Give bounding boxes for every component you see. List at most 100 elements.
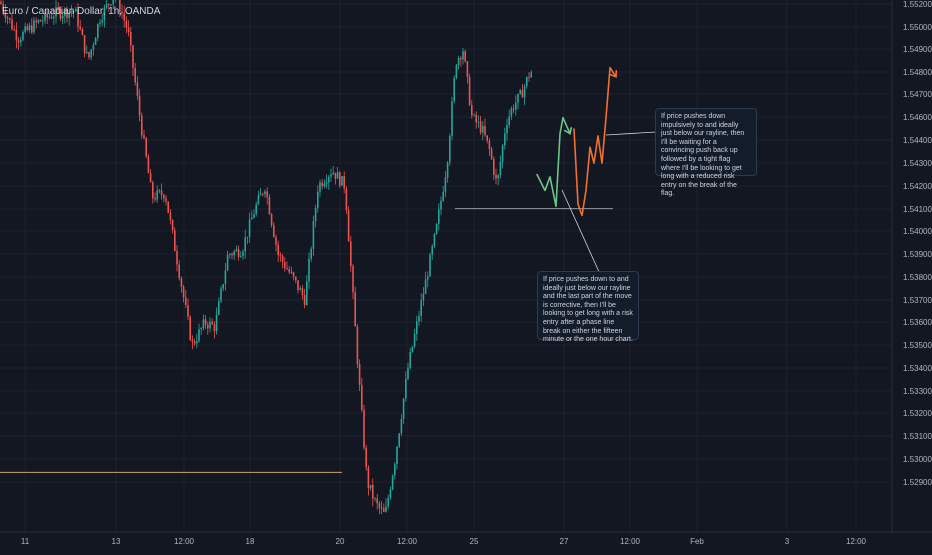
price-tick-label: 1.53700 bbox=[903, 296, 932, 305]
annotation-upper[interactable]: If price pushes down impulsively to and … bbox=[655, 108, 757, 197]
price-tick-label: 1.54200 bbox=[903, 182, 932, 191]
candle-body-up bbox=[110, 4, 112, 6]
candle-body-down bbox=[475, 114, 477, 123]
candle-body-down bbox=[284, 262, 286, 269]
note-pointer-upper bbox=[605, 131, 657, 136]
candle-body-down bbox=[160, 190, 163, 195]
candle-body-up bbox=[68, 12, 70, 18]
candle-body-up bbox=[229, 254, 231, 255]
candle-body-up bbox=[416, 321, 418, 334]
candle-body-down bbox=[303, 295, 306, 305]
candle-body-down bbox=[2, 3, 4, 12]
candle-body-up bbox=[112, 0, 114, 5]
candle-body-down bbox=[343, 176, 345, 189]
candle-body-up bbox=[94, 38, 97, 45]
candle-body-up bbox=[519, 90, 521, 94]
candle-body-up bbox=[323, 183, 326, 187]
projection-path-green bbox=[536, 116, 571, 208]
candle-body-up bbox=[198, 329, 200, 341]
candle-body-up bbox=[308, 258, 310, 282]
horizontal-levels bbox=[0, 208, 613, 473]
candle-body-down bbox=[185, 297, 187, 306]
candle-body-down bbox=[141, 115, 143, 136]
candle-body-up bbox=[517, 93, 519, 103]
candle-body-up bbox=[259, 193, 262, 196]
candle-body-down bbox=[180, 278, 183, 287]
candle-body-down bbox=[108, 3, 110, 5]
candle-body-up bbox=[411, 346, 414, 352]
candle-body-up bbox=[446, 162, 449, 178]
candle-body-up bbox=[92, 44, 95, 50]
candle-body-down bbox=[286, 268, 288, 270]
candle-body-up bbox=[244, 237, 246, 252]
candle-body-down bbox=[363, 409, 365, 448]
candle-body-down bbox=[149, 173, 152, 183]
candle-body-down bbox=[365, 447, 367, 468]
candle-body-down bbox=[127, 27, 130, 33]
price-tick-label: 1.53400 bbox=[903, 364, 932, 373]
candle-body-down bbox=[273, 225, 275, 237]
candle-body-up bbox=[299, 288, 301, 291]
candle-body-up bbox=[385, 506, 387, 512]
candle-body-down bbox=[152, 182, 154, 199]
candle-body-up bbox=[248, 219, 251, 237]
candle-body-down bbox=[176, 251, 178, 265]
candle-body-up bbox=[28, 25, 31, 31]
candle-body-up bbox=[64, 9, 66, 16]
candle-body-up bbox=[462, 51, 464, 60]
candle-body-down bbox=[466, 61, 469, 77]
candle-body-down bbox=[123, 13, 125, 21]
candle-body-down bbox=[158, 190, 161, 192]
candle-body-down bbox=[468, 76, 471, 105]
candle-body-down bbox=[275, 236, 277, 245]
candle-body-down bbox=[237, 249, 240, 257]
candle-body-up bbox=[48, 16, 51, 18]
price-axis-panel[interactable] bbox=[892, 0, 932, 532]
candle-body-down bbox=[488, 140, 491, 150]
candle-body-up bbox=[325, 182, 328, 184]
candle-body-up bbox=[314, 207, 317, 222]
price-tick-label: 1.52900 bbox=[903, 478, 932, 487]
annotation-lower[interactable]: If price pushes down to and ideally just… bbox=[537, 271, 639, 343]
candle-body-down bbox=[231, 254, 233, 256]
candle-body-down bbox=[268, 197, 271, 215]
candle-body-up bbox=[499, 161, 502, 176]
time-tick-label: 12:00 bbox=[174, 537, 195, 546]
candle-body-down bbox=[376, 498, 378, 504]
candle-body-up bbox=[501, 145, 504, 162]
candle-body-down bbox=[464, 51, 466, 62]
candle-body-up bbox=[332, 172, 334, 175]
price-tick-label: 1.54700 bbox=[903, 90, 932, 99]
candle-body-up bbox=[99, 22, 101, 25]
candle-body-down bbox=[132, 45, 134, 69]
candle-body-up bbox=[374, 498, 376, 500]
candle-body-up bbox=[433, 233, 436, 247]
candle-body-down bbox=[171, 219, 174, 231]
candle-body-up bbox=[200, 327, 202, 330]
candle-body-down bbox=[138, 95, 141, 116]
candle-body-down bbox=[46, 12, 48, 18]
candle-body-down bbox=[35, 20, 37, 23]
time-axis-panel[interactable] bbox=[0, 532, 932, 550]
candle-body-down bbox=[495, 174, 497, 179]
candle-body-up bbox=[224, 270, 227, 285]
candle-body-up bbox=[453, 78, 455, 102]
price-tick-label: 1.53500 bbox=[903, 341, 932, 350]
candle-body-down bbox=[119, 0, 121, 12]
candle-body-up bbox=[75, 8, 77, 12]
candle-body-down bbox=[169, 212, 172, 220]
candle-body-down bbox=[83, 35, 86, 53]
candle-body-up bbox=[53, 16, 55, 19]
candle-body-down bbox=[207, 324, 209, 329]
candle-body-up bbox=[391, 475, 394, 490]
candle-body-up bbox=[61, 15, 64, 19]
candle-body-down bbox=[290, 272, 293, 274]
candle-body-down bbox=[211, 321, 213, 325]
candle-body-down bbox=[266, 191, 268, 198]
candle-body-up bbox=[317, 191, 319, 208]
candle-body-down bbox=[59, 9, 62, 19]
time-tick-label: 27 bbox=[560, 537, 569, 546]
candle-body-down bbox=[383, 508, 385, 512]
